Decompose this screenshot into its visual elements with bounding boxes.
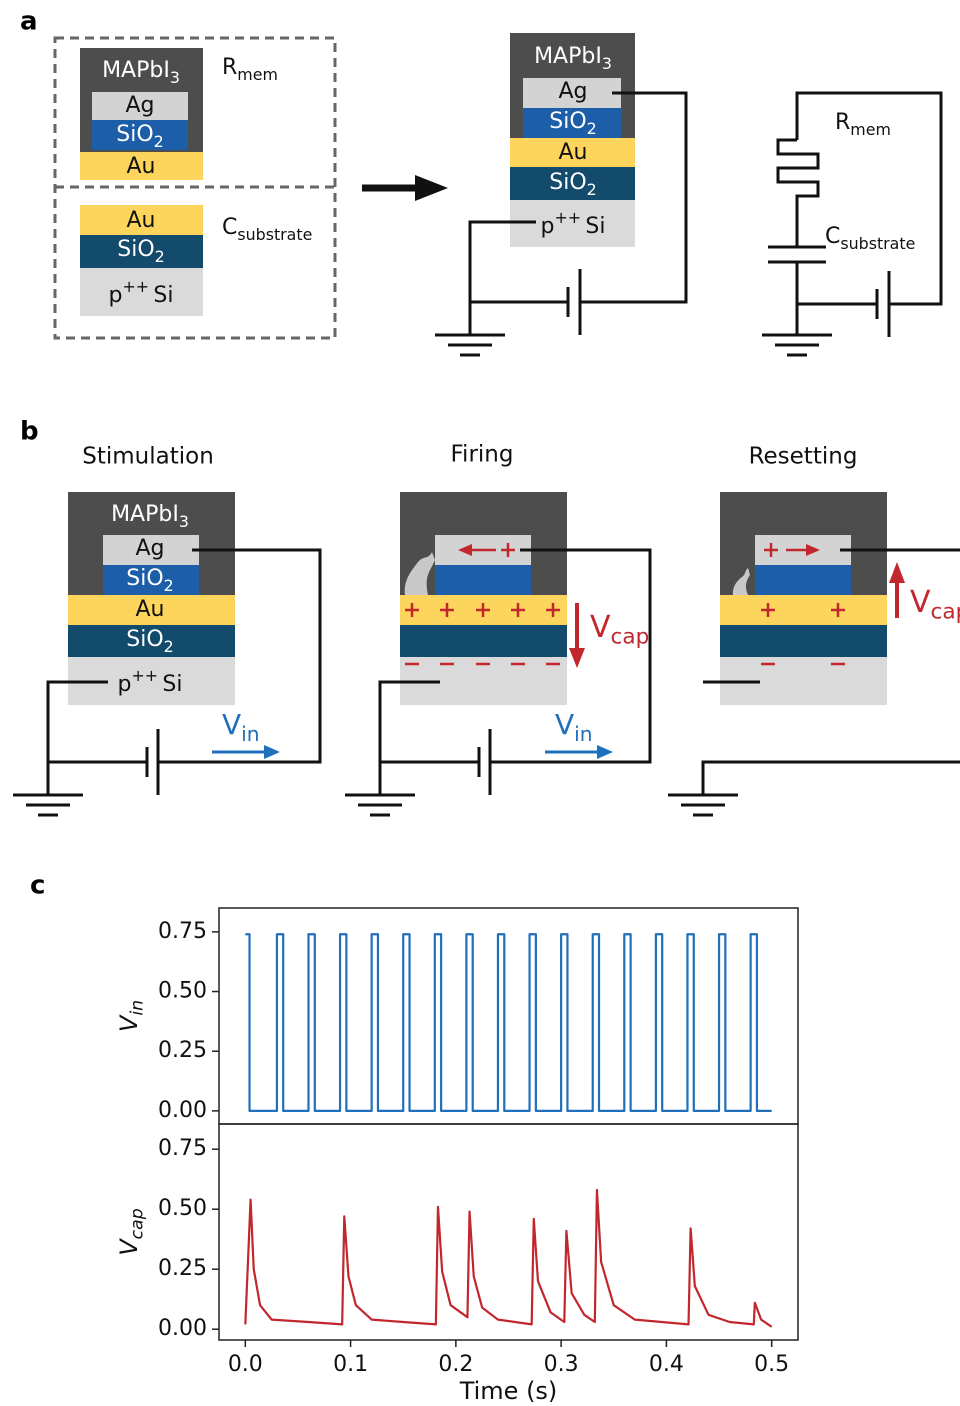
wire: [580, 91, 688, 304]
vin-arrow-head: [264, 745, 280, 759]
plot-frame: [218, 1123, 799, 1341]
au-layer: [720, 595, 887, 625]
oxide-layer: [80, 235, 203, 268]
vcap-arrow-head: [889, 562, 905, 583]
component-label: Csubstrate: [825, 224, 915, 253]
layer-label: Au: [559, 140, 588, 165]
vin-label: Vin: [222, 708, 260, 745]
oxide-layer: [92, 120, 188, 150]
y-tick-label: 0.25: [158, 1038, 207, 1063]
wire: [490, 548, 652, 764]
oxide-layer: [103, 565, 199, 595]
data-line: [244, 1188, 773, 1328]
layer-label: Ag: [125, 93, 154, 118]
layer-label: MAPbI3: [111, 502, 189, 531]
oxide-layer: [523, 108, 621, 138]
au-layer: [510, 138, 635, 167]
y-tick-label: 0.75: [158, 919, 207, 944]
layer-label: Ag: [558, 79, 587, 104]
layer-label: SiO2: [549, 109, 596, 138]
wire: [468, 220, 536, 335]
y-tick-label: 0.50: [158, 979, 207, 1004]
layer-label: SiO2: [116, 122, 163, 151]
layer-label: MAPbI3: [102, 58, 180, 87]
stage-title: Resetting: [749, 444, 858, 470]
y-tick-label: 0.50: [158, 1196, 207, 1221]
layer-label: Ag: [135, 536, 164, 561]
component-label: Rmem: [835, 110, 891, 139]
component-label: Csubstrate: [222, 215, 312, 244]
wire: [795, 91, 943, 306]
layer-label: Au: [136, 597, 165, 622]
ion-arrow-head: [458, 544, 472, 556]
panel-label: a: [20, 7, 38, 37]
stage-title: Firing: [451, 442, 514, 468]
au-layer: [80, 152, 203, 180]
x-tick-label: 0.4: [649, 1352, 684, 1377]
layer-label: Au: [127, 154, 156, 179]
x-tick-label: 0.2: [438, 1352, 473, 1377]
layer-label: p++ Si: [109, 276, 174, 308]
au-layer: [68, 595, 235, 625]
x-tick-label: 0.3: [544, 1352, 579, 1377]
arrow-head: [415, 175, 448, 201]
ag-layer: [523, 78, 621, 108]
vin-label: Vin: [555, 708, 593, 745]
wire: [46, 680, 108, 795]
oxide-layer: [435, 565, 531, 595]
vcap-label: Vcap: [910, 585, 960, 625]
y-tick-label: 0.75: [158, 1136, 207, 1161]
au-layer: [80, 205, 203, 235]
x-tick-label: 0.0: [228, 1352, 263, 1377]
ag-layer: [92, 92, 188, 120]
ion-arrow-head: [806, 544, 820, 556]
data-line: [245, 933, 772, 1112]
layer-label: SiO2: [117, 237, 164, 266]
oxide-layer: [68, 625, 235, 657]
panel-label: b: [20, 417, 39, 447]
ag-layer: [103, 535, 199, 565]
stage-title: Stimulation: [82, 444, 214, 470]
layer-label: p++ Si: [541, 207, 606, 239]
layer-label: SiO2: [549, 170, 596, 199]
layer-label: MAPbI3: [534, 44, 612, 73]
layer-label: SiO2: [126, 627, 173, 656]
si-layer: [80, 268, 203, 316]
layer-label: SiO2: [126, 566, 173, 595]
plot-frame: [218, 907, 799, 1125]
x-tick-label: 0.5: [754, 1352, 789, 1377]
component-label: Rmem: [222, 55, 278, 84]
vcap-label: Vcap: [590, 610, 649, 650]
wire: [378, 680, 440, 795]
oxide-layer: [755, 565, 851, 595]
vcap-arrow-head: [569, 648, 585, 668]
y-tick-label: 0.00: [158, 1098, 207, 1123]
vin-arrow-head: [597, 745, 613, 759]
filament: [732, 568, 750, 595]
panel-label: c: [30, 871, 45, 901]
y-tick-label: 0.00: [158, 1316, 207, 1341]
y-axis-label: Vcap: [115, 1208, 148, 1255]
oxide-layer: [400, 625, 567, 657]
x-tick-label: 0.1: [333, 1352, 368, 1377]
filament: [404, 552, 435, 595]
y-axis-label: Vin: [115, 1000, 148, 1032]
wire: [701, 760, 960, 795]
wire: [158, 548, 322, 764]
x-axis-label: Time (s): [459, 1377, 558, 1405]
y-tick-label: 0.25: [158, 1256, 207, 1281]
oxide-layer: [510, 167, 635, 200]
layer-label: p++ Si: [118, 665, 183, 697]
layer-label: Au: [127, 208, 156, 233]
oxide-layer: [720, 625, 887, 657]
resistor: [776, 138, 820, 247]
